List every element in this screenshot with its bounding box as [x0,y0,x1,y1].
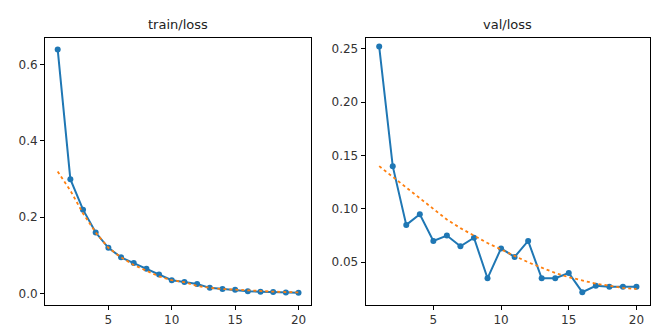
svg-text:train/loss: train/loss [148,17,208,32]
svg-text:0.0: 0.0 [19,287,38,301]
svg-text:0.20: 0.20 [332,95,359,109]
svg-text:10: 10 [493,313,508,327]
svg-text:10: 10 [164,313,179,327]
svg-text:0.4: 0.4 [19,134,38,148]
svg-text:0.2: 0.2 [19,210,38,224]
svg-text:0.25: 0.25 [332,42,359,56]
svg-text:0.05: 0.05 [332,255,359,269]
svg-text:15: 15 [227,313,242,327]
svg-text:15: 15 [561,313,576,327]
svg-text:5: 5 [430,313,438,327]
svg-text:20: 20 [291,313,306,327]
svg-text:0.10: 0.10 [332,202,359,216]
svg-text:20: 20 [629,313,644,327]
svg-text:val/loss: val/loss [483,17,532,32]
svg-text:0.15: 0.15 [332,149,359,163]
svg-text:5: 5 [105,313,113,327]
svg-text:0.6: 0.6 [19,58,38,72]
